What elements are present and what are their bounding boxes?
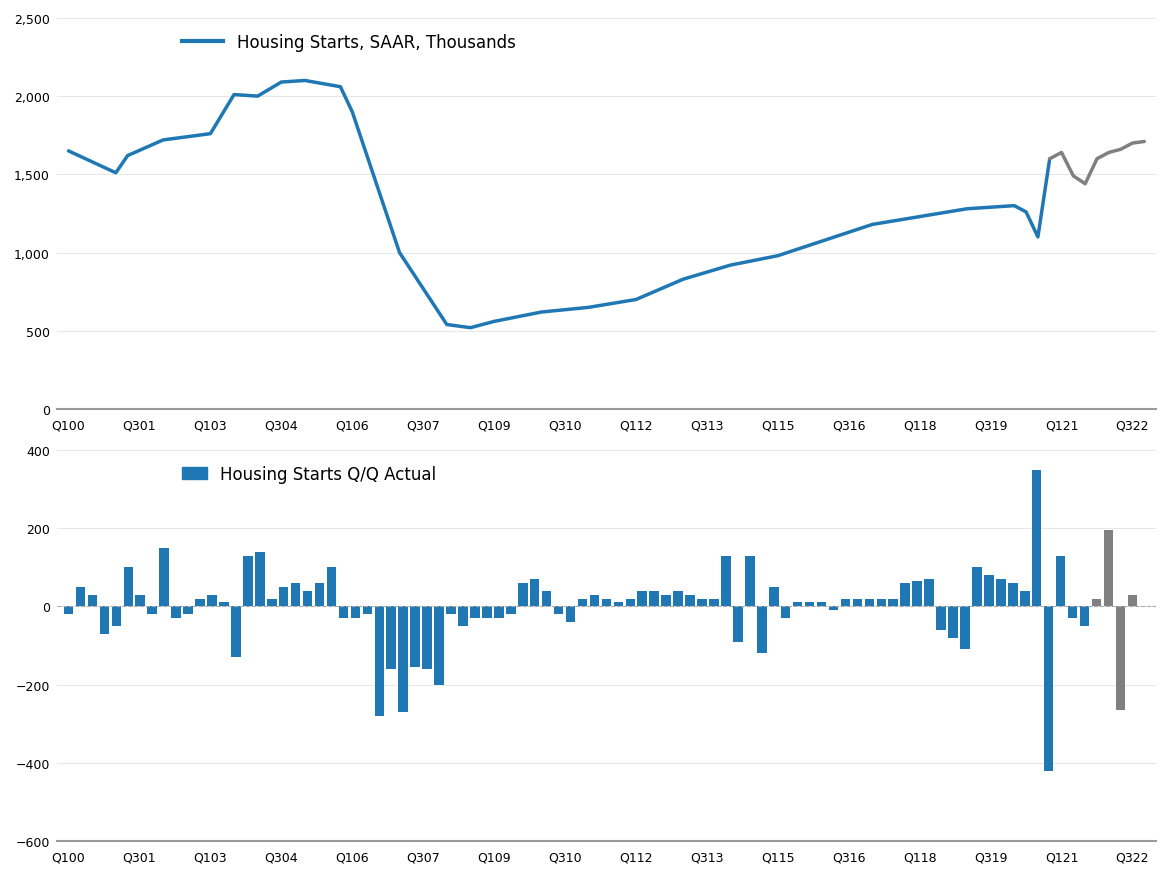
Bar [972,567,982,607]
Bar [948,607,958,638]
Bar [876,599,886,607]
Bar [686,595,695,607]
Bar [924,580,934,607]
Bar [769,588,778,607]
Bar [865,599,874,607]
Bar [530,580,539,607]
Bar [482,607,491,618]
Bar [757,607,766,653]
Bar [888,599,899,607]
Bar [494,607,503,618]
Bar [411,607,420,667]
Bar [207,595,216,607]
Bar [326,567,336,607]
Bar [518,583,528,607]
Bar [721,556,731,607]
Bar [111,607,122,626]
Bar [853,599,862,607]
Bar [171,607,181,618]
Bar [99,607,109,634]
Bar [745,556,755,607]
Bar [1055,556,1066,607]
Bar [1068,607,1078,618]
Bar [124,567,133,607]
Bar [470,607,480,618]
Bar [984,575,993,607]
Bar [219,602,228,607]
Bar [386,607,395,669]
Bar [88,595,97,607]
Bar [278,588,289,607]
Bar [780,607,791,618]
Bar [578,599,587,607]
Bar [996,580,1006,607]
Bar [661,595,670,607]
Bar [76,588,85,607]
Bar [363,607,372,615]
Bar [841,599,851,607]
Bar [936,607,945,631]
Bar [674,591,683,607]
Bar [1128,595,1137,607]
Bar [255,552,264,607]
Bar [136,595,145,607]
Bar [566,607,576,623]
Bar [338,607,349,618]
Bar [793,602,803,607]
Bar [590,595,599,607]
Bar [459,607,468,626]
Bar [1044,607,1053,771]
Bar [195,599,205,607]
Bar [374,607,384,717]
Bar [817,602,826,607]
Bar [63,607,74,615]
Bar [303,591,312,607]
Bar [709,599,718,607]
Bar [315,583,324,607]
Bar [159,548,168,607]
Bar [1103,531,1113,607]
Bar [601,599,611,607]
Bar [828,607,838,610]
Bar [613,602,624,607]
Bar [626,599,635,607]
Bar [232,607,241,658]
Legend: Housing Starts Q/Q Actual: Housing Starts Q/Q Actual [176,459,442,490]
Bar [184,607,193,615]
Bar [961,607,970,650]
Bar [422,607,432,669]
Bar [291,583,301,607]
Bar [267,599,276,607]
Bar [649,591,659,607]
Bar [1032,470,1041,607]
Bar [1009,583,1018,607]
Bar [505,607,516,615]
Bar [913,581,922,607]
Bar [1092,599,1101,607]
Bar [1116,607,1126,710]
Bar [638,591,647,607]
Bar [805,602,814,607]
Bar [697,599,707,607]
Bar [434,607,443,685]
Bar [351,607,360,618]
Bar [734,607,743,642]
Bar [901,583,910,607]
Bar [243,556,253,607]
Bar [542,591,551,607]
Legend: Housing Starts, SAAR, Thousands: Housing Starts, SAAR, Thousands [176,27,522,59]
Bar [1080,607,1089,626]
Bar [147,607,157,615]
Bar [399,607,408,712]
Bar [446,607,456,615]
Bar [553,607,564,615]
Bar [1020,591,1030,607]
